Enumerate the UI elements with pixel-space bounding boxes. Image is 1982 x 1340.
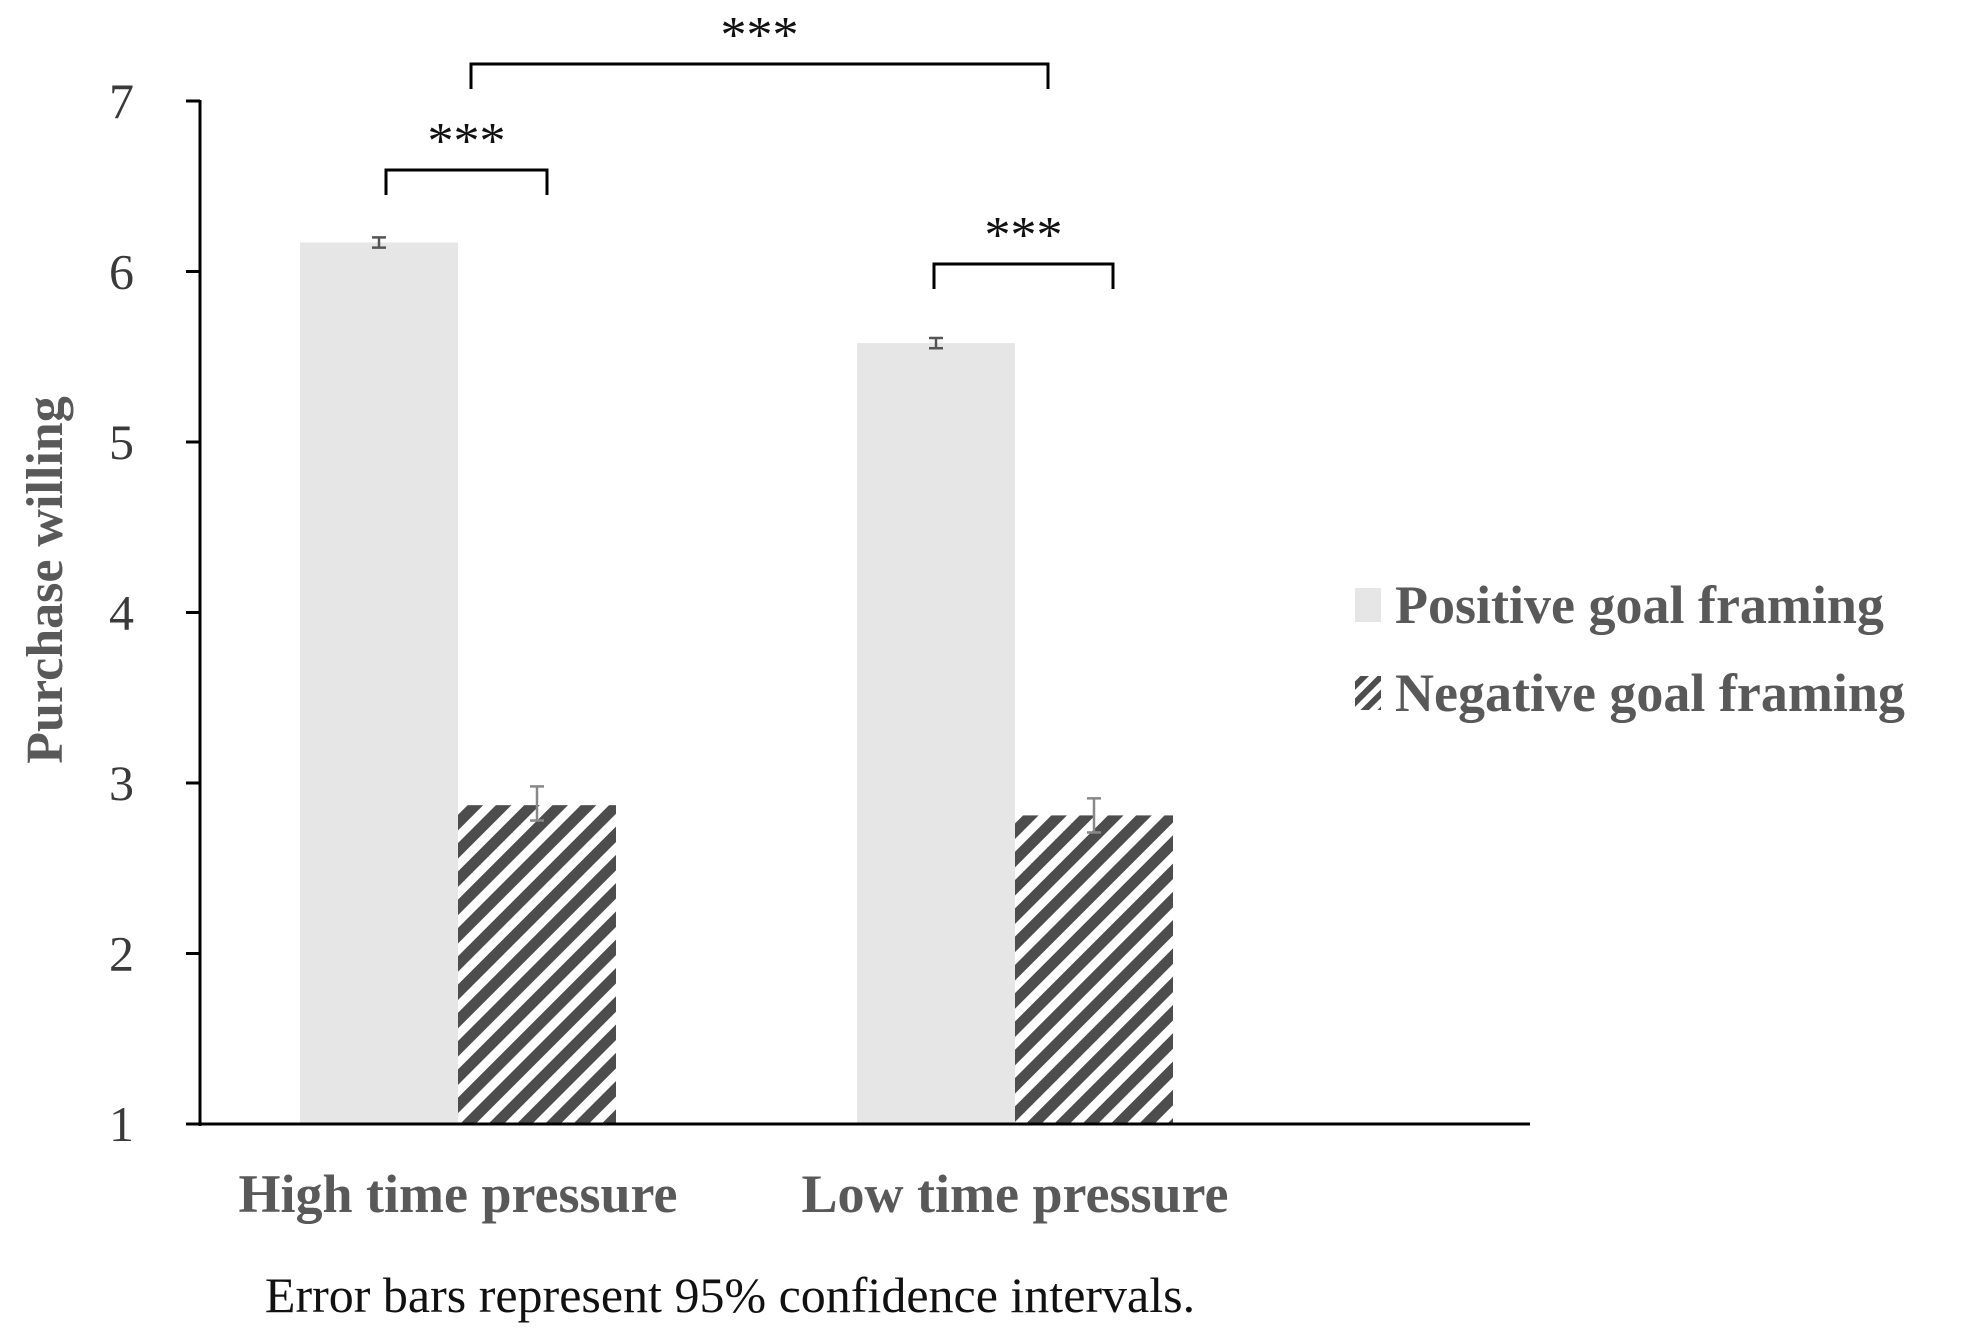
error-bars-group bbox=[372, 236, 1101, 834]
bar-positive-high bbox=[300, 242, 458, 1124]
significance-bracket bbox=[932, 262, 1115, 289]
significance-label: *** bbox=[985, 207, 1063, 264]
significance-label: *** bbox=[721, 7, 799, 64]
y-ticks-group: 1 2 3 4 5 6 7 bbox=[109, 73, 200, 1152]
legend-label-negative: Negative goal framing bbox=[1395, 663, 1905, 723]
y-tick-label: 2 bbox=[109, 926, 134, 982]
y-axis-label: Purchase willing bbox=[17, 396, 74, 763]
y-tick-label: 5 bbox=[109, 414, 134, 470]
significance-bracket bbox=[469, 62, 1050, 89]
y-tick-label: 4 bbox=[109, 585, 134, 641]
bar-negative-high bbox=[458, 805, 616, 1124]
y-tick-label: 3 bbox=[109, 755, 134, 811]
x-category-label: Low time pressure bbox=[802, 1164, 1229, 1224]
chart-note: Error bars represent 95% confidence inte… bbox=[265, 1267, 1195, 1323]
y-tick-label: 6 bbox=[109, 244, 134, 300]
significance-bracket bbox=[384, 168, 549, 195]
bars-group bbox=[300, 242, 1173, 1124]
bar-positive-low bbox=[857, 343, 1015, 1124]
x-labels-group: High time pressure Low time pressure bbox=[239, 1164, 1229, 1224]
bar-negative-low bbox=[1015, 815, 1173, 1124]
legend-swatch-positive bbox=[1355, 588, 1381, 622]
legend: Positive goal framing Negative goal frami… bbox=[1355, 575, 1905, 723]
significance-group: *** *** *** bbox=[384, 7, 1115, 289]
y-tick-label: 1 bbox=[109, 1096, 134, 1152]
x-category-label: High time pressure bbox=[239, 1164, 678, 1224]
significance-label: *** bbox=[428, 113, 506, 170]
y-tick-label: 7 bbox=[109, 73, 134, 129]
legend-swatch-negative bbox=[1355, 676, 1381, 710]
legend-label-positive: Positive goal framing bbox=[1395, 575, 1884, 635]
